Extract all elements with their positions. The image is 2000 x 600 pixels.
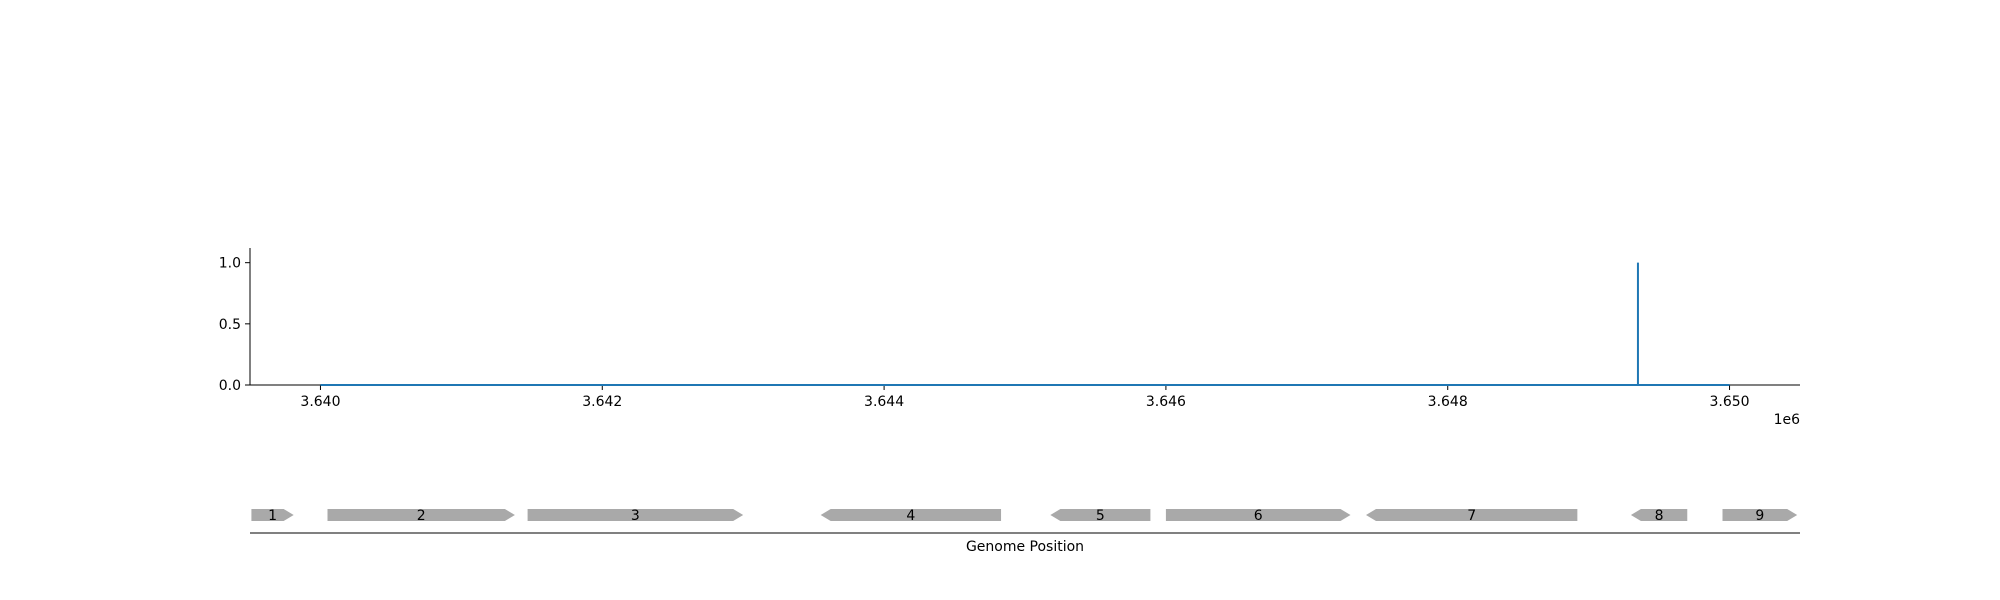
- gene-label-6: 6: [1254, 508, 1263, 524]
- x-tick-label: 3.640: [300, 394, 340, 410]
- y-tick-label: 0.0: [219, 378, 241, 394]
- gene-arrow-4: [820, 509, 1002, 521]
- gene-track: 1 2 3 4 5 6 7 8 9 Genome Position: [250, 508, 1800, 555]
- series-line-0: [320, 262, 1730, 386]
- y-tick-label: 1.0: [219, 256, 241, 272]
- x-tick-label: 3.648: [1428, 394, 1468, 410]
- gene-label-1: 1: [268, 508, 277, 524]
- gene-label-5: 5: [1096, 508, 1105, 524]
- gene-arrow-7: [1366, 509, 1578, 521]
- x-tick-label: 3.644: [864, 394, 904, 410]
- gene-arrow-8: [1630, 509, 1688, 521]
- x-ticks: 3.640 3.642 3.644 3.646 3.648 3.650: [300, 385, 1750, 410]
- gene-arrow-6: [1165, 509, 1351, 521]
- gene-arrow-1: [251, 509, 294, 521]
- gene-label-2: 2: [417, 508, 426, 524]
- gene-arrow-5: [1050, 509, 1151, 521]
- gene-arrow-3: [527, 509, 744, 521]
- gene-label-8: 8: [1655, 508, 1664, 524]
- gene-label-9: 9: [1755, 508, 1764, 524]
- x-axis-label: Genome Position: [966, 539, 1084, 555]
- series-group: [320, 262, 1730, 386]
- gene-label-3: 3: [631, 508, 640, 524]
- y-ticks: 0.0 0.5 1.0: [219, 256, 250, 394]
- gene-arrows: 1 2 3 4 5 6 7 8 9: [251, 508, 1798, 524]
- x-offset-label: 1e6: [1774, 412, 1801, 428]
- gene-label-7: 7: [1467, 508, 1476, 524]
- x-tick-label: 3.642: [582, 394, 622, 410]
- y-tick-label: 0.5: [219, 317, 241, 333]
- x-tick-label: 3.646: [1146, 394, 1186, 410]
- gene-arrow-2: [327, 509, 515, 521]
- gene-arrow-9: [1722, 509, 1798, 521]
- coverage-plot: 0.0 0.5 1.0 3.640 3.642 3.644 3.646 3.648 3.650…: [219, 248, 1800, 428]
- gene-label-4: 4: [906, 508, 915, 524]
- x-tick-label: 3.650: [1709, 394, 1749, 410]
